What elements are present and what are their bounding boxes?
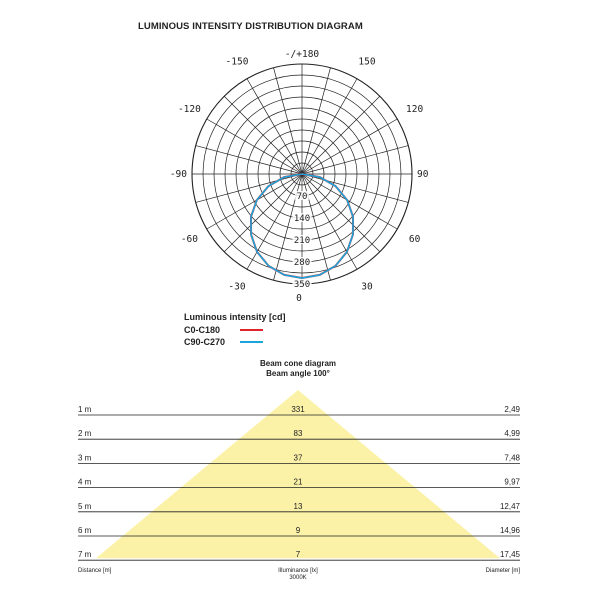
polar-grid-spoke	[195, 145, 303, 175]
polar-grid-spoke	[301, 145, 409, 175]
beam-angle-label: Beam angle 100°	[266, 369, 330, 378]
radial-label-backing	[292, 235, 312, 244]
angle-label: -150	[226, 56, 249, 67]
radial-label-backing	[292, 213, 312, 222]
angle-label: 150	[358, 56, 375, 67]
polar-grid-spoke	[206, 118, 303, 175]
angle-label: 120	[406, 104, 423, 115]
distance-label: 5 m	[78, 502, 92, 511]
diameter-value: 12,47	[500, 502, 521, 511]
illuminance-value: 331	[291, 405, 305, 414]
radial-value-label: 140	[294, 214, 310, 224]
diameter-value: 2,49	[504, 405, 520, 414]
polar-grid-spoke	[195, 173, 303, 203]
distance-label: 4 m	[78, 478, 92, 487]
polar-diagram: 70 140 210 280 350 -/+180 -150 150 -120 120 -90 90 -…	[170, 49, 429, 304]
distance-label: 6 m	[78, 526, 92, 535]
polar-grid-spoke	[246, 173, 303, 270]
distance-label: 2 m	[78, 429, 92, 438]
polar-grid-spoke	[301, 78, 358, 175]
angle-label: 90	[417, 169, 429, 180]
angle-label: 0	[296, 293, 302, 304]
angle-label: -60	[181, 234, 198, 245]
polar-grid-spoke	[301, 95, 381, 175]
illuminance-value: 83	[294, 429, 303, 438]
legend-label: C0-C180	[184, 325, 220, 335]
angle-label: -30	[228, 282, 245, 293]
radial-label-backing	[292, 257, 312, 266]
angle-label: 60	[409, 234, 421, 245]
radial-label-backing	[295, 191, 309, 200]
illuminance-value: 37	[294, 453, 303, 462]
axis-label-cct: 3000K	[289, 575, 306, 581]
polar-grid-spoke	[301, 173, 409, 203]
legend: Luminous intensity [cd] C0-C180 C90-C270	[184, 312, 286, 347]
polar-grid-spoke	[273, 67, 303, 175]
beam-cone	[96, 390, 500, 559]
diameter-value: 14,96	[500, 526, 521, 535]
diameter-value: 7,48	[504, 453, 520, 462]
illuminance-value: 13	[294, 502, 303, 511]
distance-label: 3 m	[78, 453, 92, 462]
radial-value-label: 70	[297, 192, 308, 202]
illuminance-value: 21	[294, 478, 303, 487]
diameter-value: 9,97	[504, 478, 520, 487]
polar-grid-spoke	[301, 173, 381, 253]
radial-value-label: 350	[294, 280, 310, 290]
diameter-value: 17,45	[500, 550, 521, 559]
polar-grid-spoke	[223, 173, 303, 253]
polar-grid-spoke	[246, 78, 303, 175]
diameter-value: 4,99	[504, 429, 520, 438]
diagram-title: LUMINOUS INTENSITY DISTRIBUTION DIAGRAM	[138, 21, 363, 32]
radial-value-label: 210	[294, 236, 310, 246]
angle-label: 30	[361, 282, 373, 293]
polar-grid-spoke	[301, 67, 331, 175]
legend-label: C90-C270	[184, 337, 225, 347]
distance-label: 1 m	[78, 405, 92, 414]
angle-label: -/+180	[285, 49, 320, 60]
polar-grid-spoke	[301, 118, 398, 175]
polar-grid-spoke	[301, 173, 358, 270]
illuminance-value: 9	[296, 526, 301, 535]
intensity-curve-c90-c270	[250, 173, 354, 279]
polar-grid-spoke	[223, 95, 303, 175]
distance-label: 7 m	[78, 550, 92, 559]
polar-grid-spoke	[301, 173, 398, 230]
radial-label-backing	[292, 279, 312, 288]
beam-title: Beam cone diagram	[260, 359, 336, 368]
axis-label-distance: Distance [m]	[78, 568, 112, 574]
radial-value-label: 280	[294, 258, 310, 268]
axis-label-illuminance: Illuminance [lx]	[278, 568, 318, 574]
polar-grid-spoke	[206, 173, 303, 230]
illuminance-value: 7	[296, 550, 301, 559]
angle-label: -120	[178, 104, 201, 115]
axis-label-diameter: Diameter [m]	[486, 568, 521, 574]
angle-label: -90	[170, 169, 187, 180]
legend-title: Luminous intensity [cd]	[184, 312, 286, 322]
